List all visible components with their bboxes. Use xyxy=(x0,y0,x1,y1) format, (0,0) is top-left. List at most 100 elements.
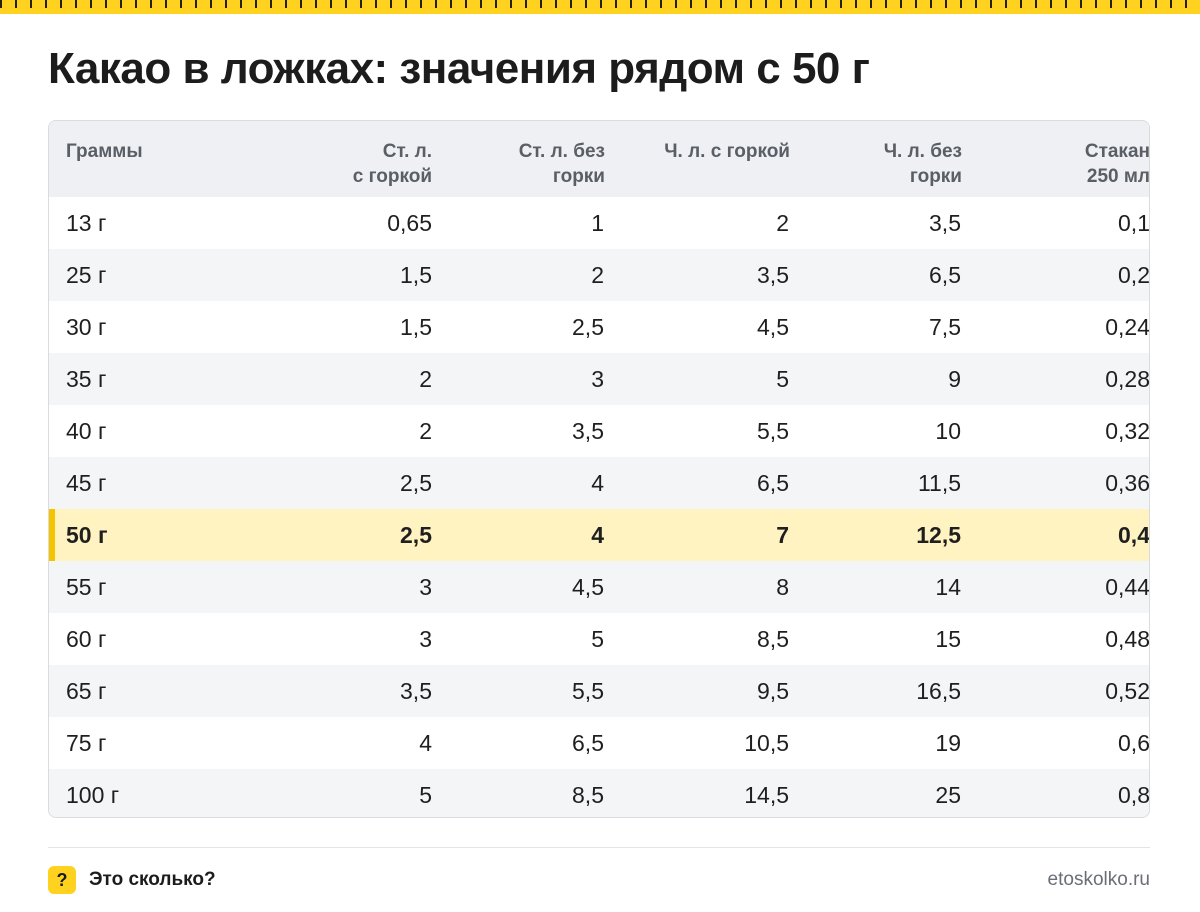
column-header-line: Стакан xyxy=(1084,141,1150,162)
value-cell: 9 xyxy=(790,353,962,405)
table-row: 60 г 3 5 8,5 15 0,48 xyxy=(49,613,1149,665)
value-cell: 4 xyxy=(432,457,605,509)
value-cell: 4 xyxy=(432,509,605,561)
value-cell: 0,28 xyxy=(962,353,1149,405)
footer-brand: ? Это сколько? xyxy=(48,866,216,894)
grams-cell: 50 г xyxy=(49,509,222,561)
grams-cell: 45 г xyxy=(49,457,222,509)
value-cell: 2 xyxy=(605,197,790,249)
column-header-label: Ст. л. с горкой xyxy=(222,121,432,189)
conversion-table-card: Граммы Ст. л. с горкой Ст. л. без горки Ч. л.… xyxy=(48,120,1150,818)
value-cell: 10,5 xyxy=(605,717,790,769)
value-cell: 0,8 xyxy=(962,769,1149,817)
ruler-ticks xyxy=(0,0,1200,8)
value-cell: 3 xyxy=(222,561,432,613)
table-body: 13 г 0,65 1 2 3,5 0,1 25 г 1,5 2 3,5 6,5 0,2 30 г 1,5… xyxy=(49,197,1149,817)
column-header-line: Граммы xyxy=(66,141,143,162)
value-cell: 0,4 xyxy=(962,509,1149,561)
value-cell: 6,5 xyxy=(432,717,605,769)
value-cell: 6,5 xyxy=(790,249,962,301)
value-cell: 2 xyxy=(222,405,432,457)
value-cell: 11,5 xyxy=(790,457,962,509)
value-cell: 0,36 xyxy=(962,457,1149,509)
column-header-line: Ст. л. без xyxy=(518,141,605,162)
table-row: 45 г 2,5 4 6,5 11,5 0,36 xyxy=(49,457,1149,509)
value-cell: 4 xyxy=(222,717,432,769)
table-row: 55 г 3 4,5 8 14 0,44 xyxy=(49,561,1149,613)
value-cell: 19 xyxy=(790,717,962,769)
value-cell: 1,5 xyxy=(222,249,432,301)
column-header-line: горки xyxy=(552,166,605,187)
grams-cell: 30 г xyxy=(49,301,222,353)
value-cell: 0,2 xyxy=(962,249,1149,301)
page-title: Какао в ложках: значения рядом с 50 г xyxy=(48,44,870,93)
grams-cell: 40 г xyxy=(49,405,222,457)
value-cell: 2 xyxy=(432,249,605,301)
column-header: Ч. л. без горки xyxy=(790,121,962,197)
value-cell: 5,5 xyxy=(432,665,605,717)
value-cell: 7 xyxy=(605,509,790,561)
value-cell: 8 xyxy=(605,561,790,613)
value-cell: 16,5 xyxy=(790,665,962,717)
value-cell: 5,5 xyxy=(605,405,790,457)
table-row-highlighted: 50 г 2,5 4 7 12,5 0,4 xyxy=(49,509,1149,561)
grams-cell: 65 г xyxy=(49,665,222,717)
column-header-label: Ч. л. без горки xyxy=(790,121,962,189)
value-cell: 2 xyxy=(222,353,432,405)
value-cell: 10 xyxy=(790,405,962,457)
value-cell: 14,5 xyxy=(605,769,790,817)
column-header-label: Ст. л. без горки xyxy=(432,121,605,189)
value-cell: 2,5 xyxy=(432,301,605,353)
value-cell: 3,5 xyxy=(222,665,432,717)
table-row: 100 г 5 8,5 14,5 25 0,8 xyxy=(49,769,1149,817)
ruler-strip xyxy=(0,0,1200,14)
column-header-line: горки xyxy=(909,166,962,187)
table-row: 30 г 1,5 2,5 4,5 7,5 0,24 xyxy=(49,301,1149,353)
value-cell: 0,32 xyxy=(962,405,1149,457)
value-cell: 0,52 xyxy=(962,665,1149,717)
grams-cell: 100 г xyxy=(49,769,222,817)
table-row: 75 г 4 6,5 10,5 19 0,6 xyxy=(49,717,1149,769)
column-header-line: с горкой xyxy=(352,166,432,187)
column-header: Ст. л. с горкой xyxy=(222,121,432,197)
value-cell: 0,48 xyxy=(962,613,1149,665)
value-cell: 12,5 xyxy=(790,509,962,561)
value-cell: 7,5 xyxy=(790,301,962,353)
column-header-line: Ст. л. xyxy=(382,141,432,162)
grams-cell: 55 г xyxy=(49,561,222,613)
site-url: etoskolko.ru xyxy=(1047,869,1150,890)
table-row: 40 г 2 3,5 5,5 10 0,32 xyxy=(49,405,1149,457)
grams-cell: 75 г xyxy=(49,717,222,769)
grams-cell: 60 г xyxy=(49,613,222,665)
column-header-label: Ч. л. с горкой xyxy=(605,121,790,164)
grams-cell: 35 г xyxy=(49,353,222,405)
value-cell: 3 xyxy=(432,353,605,405)
value-cell: 4,5 xyxy=(605,301,790,353)
column-header: Ст. л. без горки xyxy=(432,121,605,197)
column-header: Стакан 250 мл xyxy=(962,121,1150,197)
value-cell: 8,5 xyxy=(432,769,605,817)
column-header: Ч. л. с горкой xyxy=(605,121,790,197)
value-cell: 25 xyxy=(790,769,962,817)
value-cell: 3,5 xyxy=(605,249,790,301)
value-cell: 8,5 xyxy=(605,613,790,665)
table-row: 65 г 3,5 5,5 9,5 16,5 0,52 xyxy=(49,665,1149,717)
value-cell: 5 xyxy=(605,353,790,405)
value-cell: 1,5 xyxy=(222,301,432,353)
value-cell: 1 xyxy=(432,197,605,249)
value-cell: 15 xyxy=(790,613,962,665)
table-row: 13 г 0,65 1 2 3,5 0,1 xyxy=(49,197,1149,249)
value-cell: 6,5 xyxy=(605,457,790,509)
column-header-label: Стакан 250 мл xyxy=(962,121,1150,189)
value-cell: 0,6 xyxy=(962,717,1149,769)
conversion-table: Граммы Ст. л. с горкой Ст. л. без горки Ч. л.… xyxy=(49,121,1150,817)
question-icon: ? xyxy=(48,866,76,894)
table-header-row: Граммы Ст. л. с горкой Ст. л. без горки Ч. л.… xyxy=(49,121,1150,197)
table-row: 25 г 1,5 2 3,5 6,5 0,2 xyxy=(49,249,1149,301)
value-cell: 0,24 xyxy=(962,301,1149,353)
grams-cell: 25 г xyxy=(49,249,222,301)
footer-divider xyxy=(48,847,1150,848)
column-header-line: 250 мл xyxy=(1086,166,1150,187)
value-cell: 2,5 xyxy=(222,457,432,509)
value-cell: 3 xyxy=(222,613,432,665)
